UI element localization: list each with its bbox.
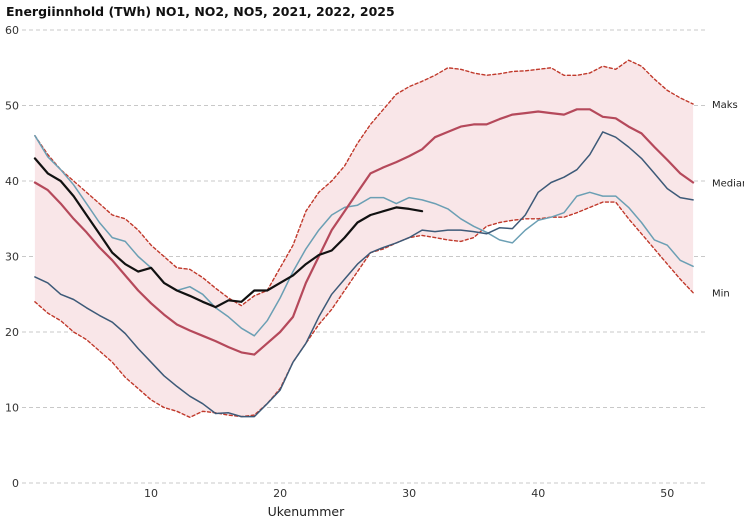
series-line-2025 — [33, 157, 424, 309]
x-tick-30: 30 — [402, 487, 416, 500]
x-tick-50: 50 — [660, 487, 674, 500]
y-tick-0: 0 — [12, 477, 19, 490]
band-label-median: Median — [712, 179, 744, 190]
y-tick-20: 20 — [5, 326, 19, 339]
chart-title: Energiinnhold (TWh) NO1, NO2, NO5, 2021,… — [6, 4, 395, 19]
band-label-max: Maks — [712, 100, 738, 111]
y-tick-50: 50 — [5, 100, 19, 113]
series-line-2022 — [34, 131, 694, 418]
x-tick-20: 20 — [273, 487, 287, 500]
y-tick-60: 60 — [5, 24, 19, 37]
axis-ticks: 0 10 20 30 40 50 60 10 20 30 40 50 — [5, 24, 674, 500]
series-lines — [33, 59, 695, 418]
series-line-median — [33, 108, 695, 356]
y-tick-40: 40 — [5, 175, 19, 188]
band-labels: Maks Median Min — [712, 100, 744, 300]
x-tick-40: 40 — [531, 487, 545, 500]
min-max-band — [34, 60, 694, 418]
y-tick-10: 10 — [5, 402, 19, 415]
band-label-min: Min — [712, 289, 730, 300]
y-tick-30: 30 — [5, 251, 19, 264]
x-axis-label: Ukenummer — [268, 504, 346, 519]
series-line-min — [34, 201, 694, 418]
series-line-maks — [34, 59, 694, 307]
x-tick-10: 10 — [144, 487, 158, 500]
series-line-2021 — [34, 134, 694, 337]
